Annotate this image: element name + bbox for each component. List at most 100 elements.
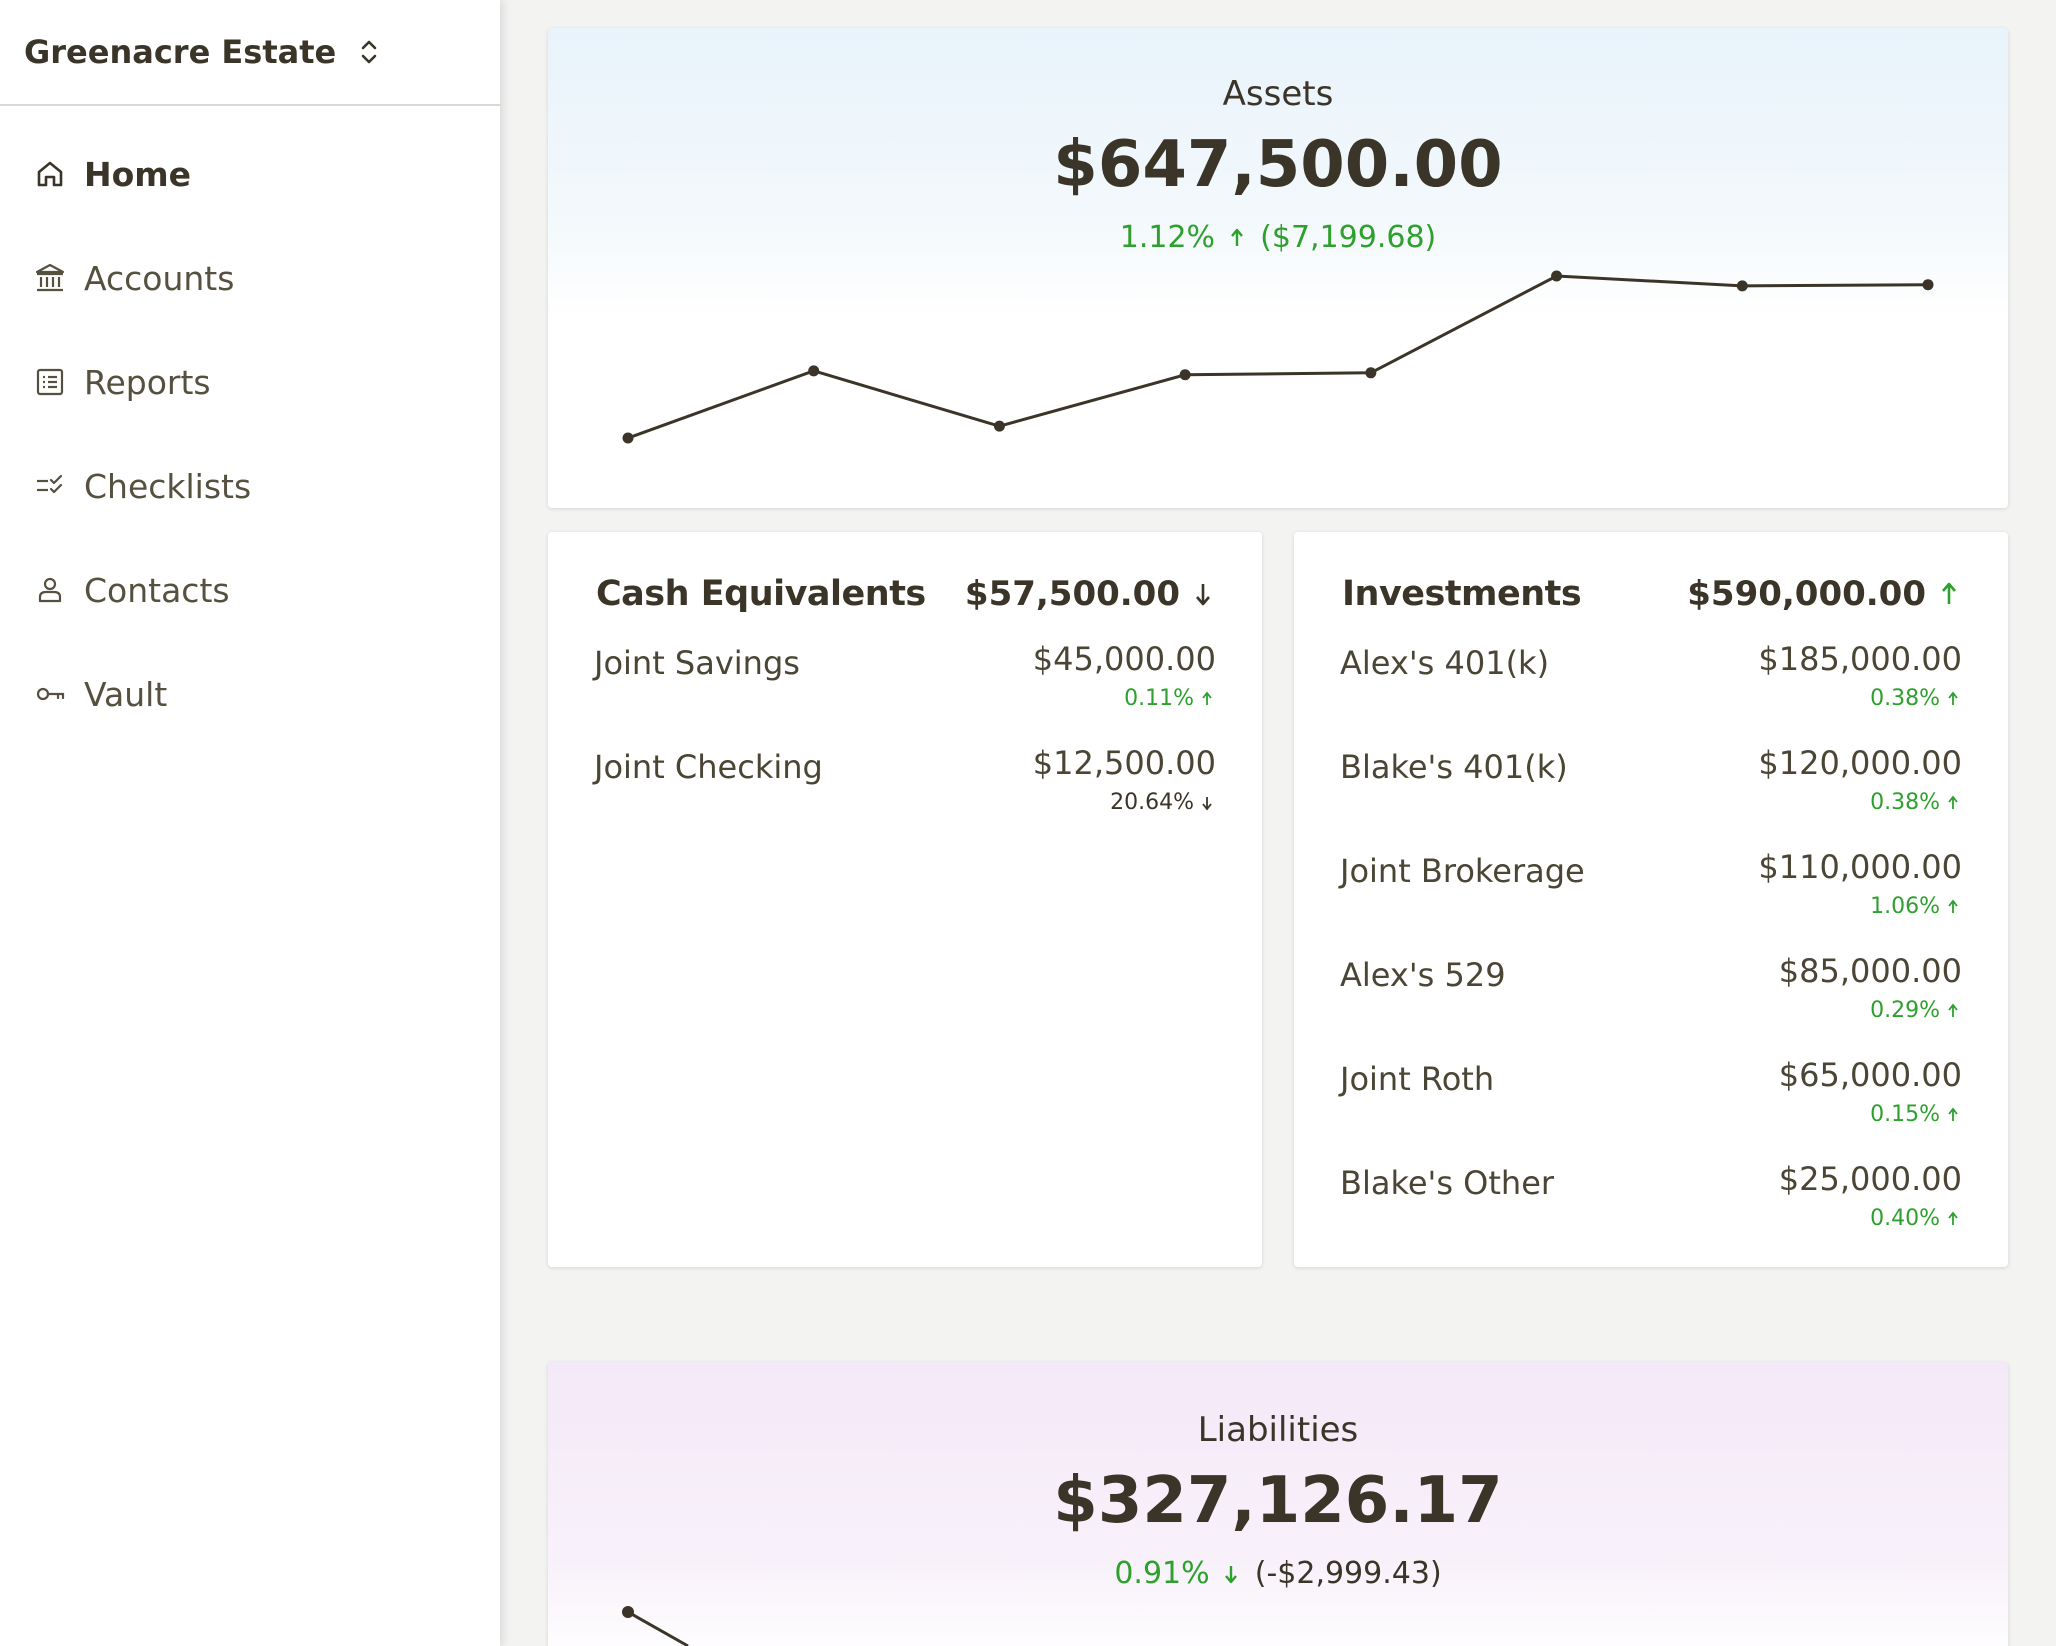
assets-change-amt: ($7,199.68) <box>1260 220 1437 255</box>
arrow-up-icon <box>1948 691 1958 705</box>
nav-item-home[interactable]: Home <box>0 122 500 226</box>
person-icon <box>38 577 62 603</box>
nav-item-accounts[interactable]: Accounts <box>0 226 500 330</box>
checklist-icon <box>37 474 63 494</box>
investments-total-amount: $590,000.00 <box>1687 574 1926 614</box>
account-name: Joint Roth <box>1340 1060 1495 1098</box>
account-change-pct: 0.11% <box>1124 686 1194 711</box>
account-change: 0.38% <box>1758 686 1962 711</box>
liabilities-trend-line <box>627 1610 689 1646</box>
account-change: 0.40% <box>1779 1206 1962 1231</box>
assets-summary-card[interactable]: Assets $647,500.00 1.12% ($7,199.68) <box>548 28 2008 508</box>
account-row[interactable]: Blake's Other $25,000.00 0.40% <box>1340 1160 1962 1264</box>
account-balance: $185,000.00 <box>1758 640 1962 678</box>
cash-header[interactable]: Cash Equivalents $57,500.00 <box>596 572 1214 616</box>
account-balance: $120,000.00 <box>1758 744 1962 782</box>
account-balance: $45,000.00 <box>1032 640 1216 678</box>
arrow-up-icon <box>1948 1211 1958 1225</box>
nav-item-checklists[interactable]: Checklists <box>0 434 500 538</box>
assets-trend-point <box>1365 367 1377 379</box>
account-row[interactable]: Alex's 401(k) $185,000.00 0.38% <box>1340 640 1962 744</box>
investments-card: Investments $590,000.00 Alex's 401(k) $1… <box>1294 532 2008 1267</box>
investments-account-list: Alex's 401(k) $185,000.00 0.38% Blake's … <box>1340 640 1962 1264</box>
account-name: Blake's Other <box>1340 1164 1555 1202</box>
account-values: $65,000.00 0.15% <box>1779 1056 1962 1160</box>
sidebar: Greenacre Estate Home Accounts <box>0 0 500 1646</box>
assets-title: Assets <box>1222 74 1334 114</box>
account-balance: $65,000.00 <box>1778 1056 1962 1094</box>
assets-trend-point <box>1179 369 1191 381</box>
bank-icon <box>35 263 65 292</box>
main-nav: Home Accounts <box>0 106 500 746</box>
liabilities-total: $327,126.17 <box>1053 1464 1503 1538</box>
nav-label: Home <box>84 154 192 194</box>
arrow-up-icon <box>1948 1003 1958 1017</box>
nav-item-reports[interactable]: Reports <box>0 330 500 434</box>
account-change-pct: 20.64% <box>1110 790 1194 815</box>
account-values: $185,000.00 0.38% <box>1758 640 1962 744</box>
account-change-pct: 0.38% <box>1870 790 1940 815</box>
arrow-up-icon <box>1202 691 1212 705</box>
account-change-pct: 0.38% <box>1870 686 1940 711</box>
account-change: 20.64% <box>1033 790 1216 815</box>
account-balance: $85,000.00 <box>1778 952 1962 990</box>
cash-total-amount: $57,500.00 <box>964 574 1180 614</box>
cash-equivalents-card: Cash Equivalents $57,500.00 Joint Saving… <box>548 532 1262 1267</box>
estate-name: Greenacre Estate <box>24 33 337 71</box>
account-balance: $25,000.00 <box>1778 1160 1962 1198</box>
arrow-down-icon <box>1225 1566 1238 1584</box>
liabilities-change-amt: (-$2,999.43) <box>1254 1556 1442 1591</box>
account-values: $45,000.00 0.11% <box>1033 640 1216 744</box>
arrow-up-icon <box>1942 582 1956 604</box>
account-values: $85,000.00 0.29% <box>1779 952 1962 1056</box>
account-name: Alex's 401(k) <box>1340 644 1550 682</box>
assets-trend-point <box>1736 280 1748 292</box>
dashboard: Assets $647,500.00 1.12% ($7,199.68) Cas… <box>500 0 2056 1646</box>
assets-change-pct: 1.12% <box>1119 220 1216 255</box>
account-change: 1.06% <box>1758 894 1962 919</box>
cash-title: Cash Equivalents <box>596 574 926 614</box>
account-name: Joint Checking <box>594 748 823 786</box>
liabilities-title: Liabilities <box>1197 1410 1359 1450</box>
account-change: 0.38% <box>1758 790 1962 815</box>
report-list-icon <box>36 368 64 396</box>
liabilities-trend-point <box>622 1606 634 1618</box>
account-change: 0.11% <box>1033 686 1216 711</box>
account-values: $120,000.00 0.38% <box>1758 744 1962 848</box>
nav-label: Accounts <box>84 258 235 298</box>
assets-trend-point <box>1922 279 1934 291</box>
arrow-up-icon <box>1948 795 1958 809</box>
cash-total: $57,500.00 <box>965 574 1214 614</box>
assets-trend-chart <box>622 270 1934 444</box>
account-row[interactable]: Blake's 401(k) $120,000.00 0.38% <box>1340 744 1962 848</box>
assets-trend-line <box>627 274 1929 440</box>
assets-trend-point <box>1551 270 1563 282</box>
arrow-up-icon <box>1948 899 1958 913</box>
account-balance: $12,500.00 <box>1032 744 1216 782</box>
nav-item-contacts[interactable]: Contacts <box>0 538 500 642</box>
account-name: Joint Savings <box>594 644 800 682</box>
estate-switcher[interactable]: Greenacre Estate <box>0 0 500 106</box>
key-icon <box>36 687 65 701</box>
nav-label: Checklists <box>84 466 252 506</box>
liabilities-summary-card[interactable]: Liabilities $327,126.17 0.91% (-$2,999.4… <box>548 1362 2008 1646</box>
nav-label: Vault <box>84 674 168 714</box>
account-change: 0.15% <box>1779 1102 1962 1127</box>
account-values: $110,000.00 1.06% <box>1758 848 1962 952</box>
nav-label: Reports <box>84 362 211 402</box>
cash-account-list: Joint Savings $45,000.00 0.11% Joint Che… <box>594 640 1216 848</box>
liabilities-trend-chart <box>622 1606 689 1646</box>
arrow-down-icon <box>1196 584 1210 606</box>
account-row[interactable]: Joint Checking $12,500.00 20.64% <box>594 744 1216 848</box>
account-row[interactable]: Alex's 529 $85,000.00 0.29% <box>1340 952 1962 1056</box>
investments-header[interactable]: Investments $590,000.00 <box>1342 572 1960 616</box>
account-row[interactable]: Joint Savings $45,000.00 0.11% <box>594 640 1216 744</box>
account-name: Alex's 529 <box>1340 956 1506 994</box>
account-row[interactable]: Joint Brokerage $110,000.00 1.06% <box>1340 848 1962 952</box>
arrow-down-icon <box>1202 796 1212 810</box>
assets-total: $647,500.00 <box>1053 128 1503 202</box>
nav-item-vault[interactable]: Vault <box>0 642 500 746</box>
account-change: 0.29% <box>1779 998 1962 1023</box>
account-row[interactable]: Joint Roth $65,000.00 0.15% <box>1340 1056 1962 1160</box>
home-icon <box>37 161 63 187</box>
